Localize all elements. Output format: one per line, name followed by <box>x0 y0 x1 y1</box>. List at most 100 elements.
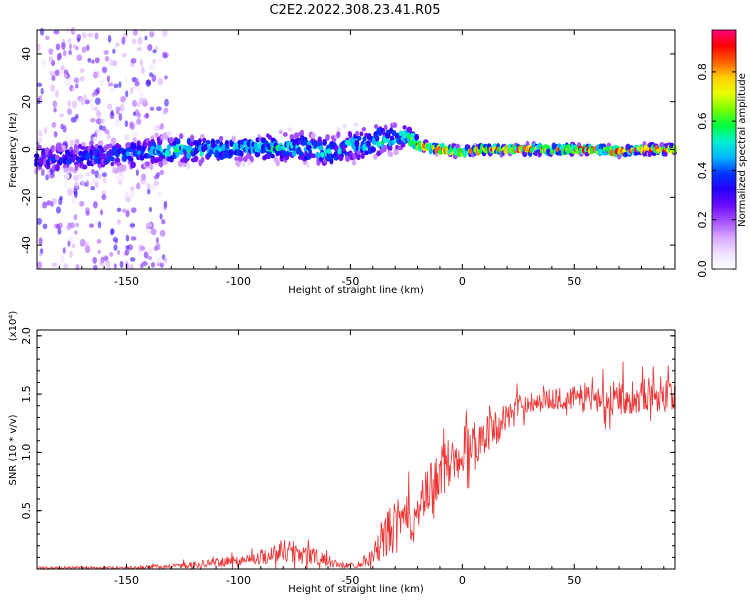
spectrogram-speckle <box>73 174 79 182</box>
spectrogram-speckle <box>164 98 169 107</box>
spectrogram-speckle <box>157 78 164 86</box>
snr-y-tick-label: 0.5 <box>20 502 33 519</box>
spectrogram-speckle <box>115 42 120 47</box>
spectrogram-cell <box>128 157 134 162</box>
spectrogram-speckle <box>138 244 143 252</box>
spectrogram-speckle <box>63 263 69 269</box>
spectrogram-cell <box>162 160 168 166</box>
spectrogram-cell <box>199 151 204 157</box>
snr-x-tick-label: -50 <box>341 574 359 587</box>
spectrogram-cell <box>64 173 70 179</box>
spectrogram-speckle <box>57 227 62 235</box>
spectrogram-cell <box>186 162 191 170</box>
spectrogram-speckle <box>84 245 91 254</box>
spectrogram-cell <box>108 143 113 149</box>
spectrogram-cell <box>50 145 56 152</box>
spectrogram-speckle <box>130 122 136 130</box>
spectrogram-speckle <box>146 247 153 256</box>
spectrogram-cell <box>348 131 353 139</box>
spectrogram-cell <box>202 137 207 143</box>
spectrogram-speckle <box>112 236 119 243</box>
spectrogram-speckle <box>90 186 95 191</box>
spectrogram-speckle <box>146 223 153 228</box>
spectrogram-speckle <box>146 228 151 235</box>
spectrogram-cell <box>188 141 195 147</box>
spectrogram-cell <box>310 132 316 139</box>
spectrogram-speckle <box>108 57 114 65</box>
spectrogram-speckle <box>138 97 144 105</box>
spectrogram-speckle <box>104 263 111 272</box>
spectrogram-cell <box>361 126 367 132</box>
spectrogram-speckle <box>129 257 136 262</box>
spectrogram-speckle <box>72 44 77 49</box>
spectrogram-speckle <box>89 223 94 228</box>
spectrogram-x-tick-label: -50 <box>341 275 359 288</box>
spectrogram-speckle <box>64 184 68 189</box>
spectrogram-cell <box>373 153 378 160</box>
spectrogram-speckle <box>104 129 110 135</box>
spectrogram-speckle <box>159 229 166 237</box>
spectrogram-speckle <box>158 57 163 62</box>
spectrogram-cell <box>130 161 136 169</box>
spectrogram-speckle <box>79 200 85 207</box>
spectrogram-x-tick-label: -100 <box>226 275 251 288</box>
spectrogram-speckle <box>94 32 99 40</box>
spectrogram-speckle <box>152 49 157 54</box>
spectrogram-speckle <box>69 250 73 259</box>
colorbar-tick-label: 0.0 <box>696 260 709 278</box>
spectrogram-speckle <box>132 131 138 139</box>
figure-title: C2E2.2022.308.23.41.R05 <box>269 3 440 18</box>
spectrogram-speckle <box>92 264 98 271</box>
spectrogram-speckle <box>122 208 126 213</box>
spectrogram-speckle <box>157 191 162 197</box>
spectrogram-speckle <box>155 237 159 244</box>
spectrogram-speckle <box>123 191 130 199</box>
spectrogram-speckle <box>94 97 101 105</box>
spectrogram-speckle <box>89 181 95 186</box>
spectrogram-cell <box>150 157 156 165</box>
spectrogram-cell <box>158 161 164 168</box>
spectrogram-speckle <box>135 169 139 176</box>
spectrogram-cell <box>311 153 317 159</box>
spectrogram-speckle <box>74 230 78 235</box>
spectrogram-speckle <box>137 84 141 92</box>
spectrogram-speckle <box>97 173 102 180</box>
spectrogram-ticks: -150 -100 -50 0 50 -40 -20 0 20 40 <box>20 30 675 288</box>
colorbar-tick-label: 0.6 <box>696 112 709 130</box>
spectrogram-speckle <box>141 180 148 186</box>
spectrogram-speckle <box>50 84 56 92</box>
spectrogram-speckle <box>40 168 45 177</box>
snr-plot-area <box>36 361 675 571</box>
spectrogram-speckle <box>59 113 65 118</box>
spectrogram-speckle <box>101 125 107 132</box>
spectrogram-speckle <box>71 86 76 93</box>
spectrogram-speckle <box>67 188 73 196</box>
spectrogram-cell <box>214 152 221 158</box>
spectrogram-cell <box>247 160 252 166</box>
spectrogram-cell <box>234 156 239 162</box>
spectrogram-y-axis-label: Frequency (Hz) <box>8 112 19 188</box>
spectrogram-cell <box>54 164 60 172</box>
spectrogram-cell <box>376 140 381 148</box>
spectrogram-cell <box>322 138 327 146</box>
spectrogram-speckle <box>51 262 58 267</box>
snr-series-line <box>36 361 675 571</box>
spectrogram-y-tick-label: -20 <box>20 188 33 206</box>
spectrogram-cell <box>362 136 367 142</box>
spectrogram-speckle <box>130 236 137 241</box>
colorbar-ticks: 0.0 0.2 0.4 0.6 0.8 <box>696 63 736 278</box>
spectrogram-cell <box>320 152 326 158</box>
spectrogram-speckle <box>155 243 161 251</box>
spectrogram-cell <box>402 125 407 130</box>
colorbar: 0.0 0.2 0.4 0.6 0.8 Normalized spectral ampl… <box>696 29 748 278</box>
spectrogram-speckle <box>140 66 145 75</box>
spectrogram-cell <box>315 151 321 159</box>
spectrogram-speckle <box>107 133 111 140</box>
spectrogram-cell <box>240 142 244 151</box>
spectrogram-speckle <box>115 176 121 181</box>
spectrogram-cell <box>85 171 91 177</box>
spectrogram-speckle <box>48 56 54 63</box>
snr-x-tick-label: -100 <box>226 574 251 587</box>
spectrogram-speckle <box>153 180 160 186</box>
spectrogram-speckle <box>103 256 109 262</box>
